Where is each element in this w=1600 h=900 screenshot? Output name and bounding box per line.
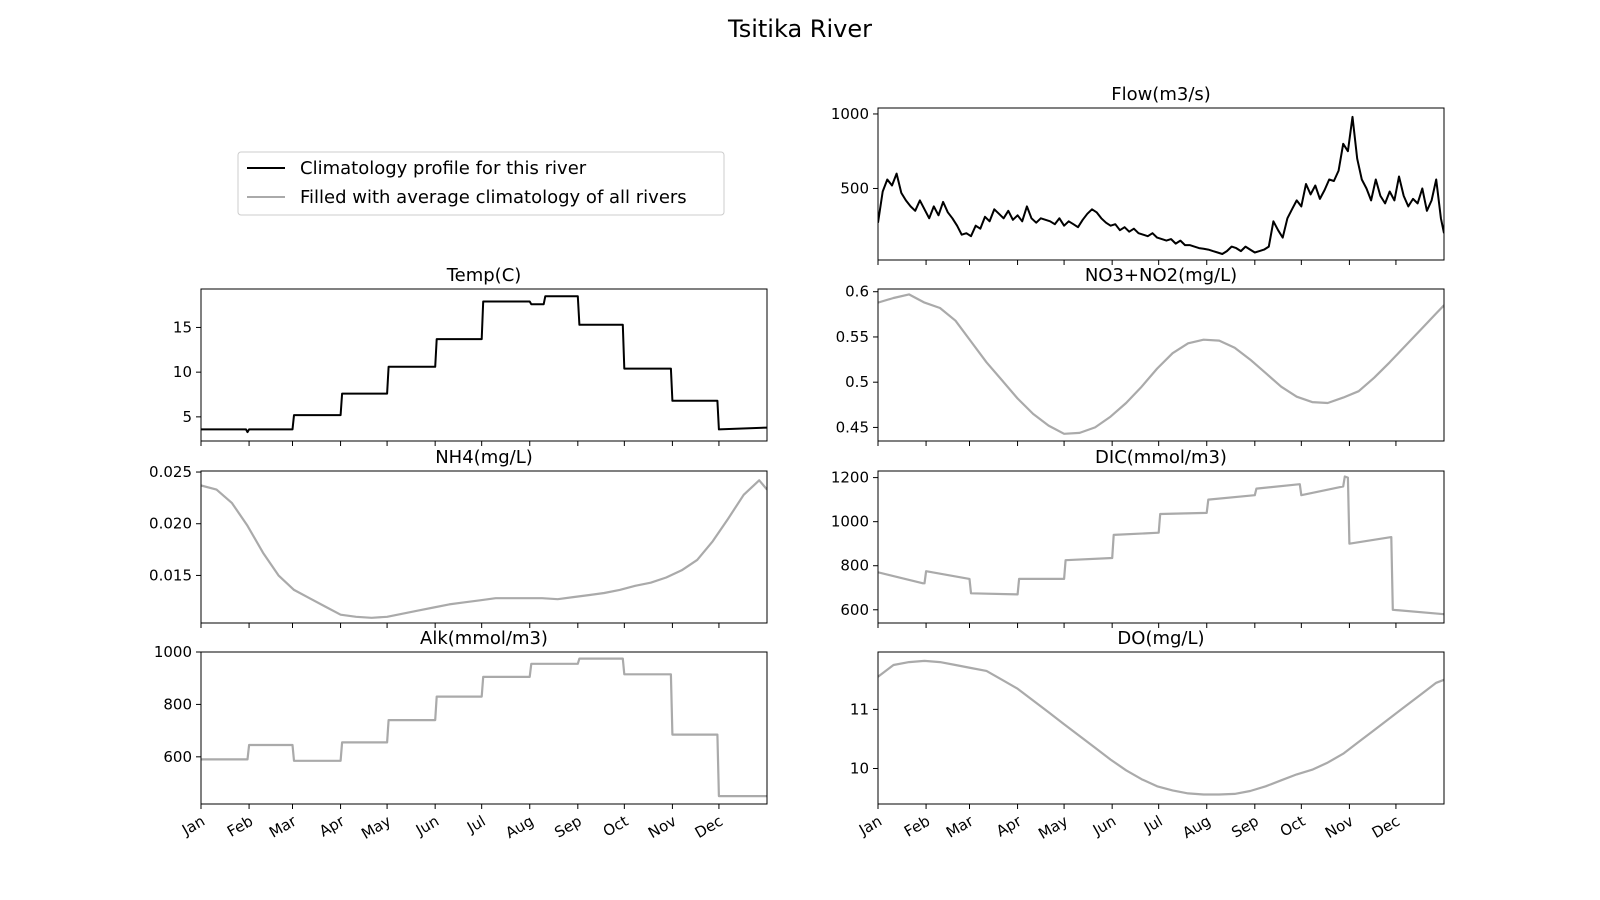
xtick-label-alk-mmol-m3: Jul — [463, 812, 489, 837]
ytick-label-alk-mmol-m3: 800 — [163, 695, 192, 713]
panel-title-flow-m3-s: Flow(m3/s) — [1111, 84, 1211, 105]
ytick-label-temp-c: 15 — [173, 318, 192, 336]
xtick-label-alk-mmol-m3: Oct — [600, 812, 632, 841]
xtick-label-do-mg-l: Jul — [1140, 812, 1166, 837]
xtick-label-do-mg-l: Apr — [993, 811, 1025, 840]
xtick-label-alk-mmol-m3: Sep — [551, 812, 584, 842]
legend: Climatology profile for this river Fille… — [237, 151, 725, 216]
ytick-label-no3-no2-mg-l: 0.45 — [836, 418, 869, 436]
axes-frame-dic-mmol-m3 — [877, 470, 1445, 624]
legend-frame — [237, 151, 725, 216]
series-line-nh4-mg-l-average — [201, 479, 767, 619]
series-line-do-mg-l-average — [878, 659, 1444, 796]
panel-dic-mmol-m3: DIC(mmol/m3) 600 800 1000 1200 — [831, 447, 1445, 628]
panel-title-temp-c: Temp(C) — [446, 265, 522, 286]
xtick-label-alk-mmol-m3: Nov — [645, 812, 679, 842]
xtick-label-alk-mmol-m3: May — [358, 812, 394, 843]
xtick-label-alk-mmol-m3: Feb — [224, 812, 256, 841]
panel-title-nh4-mg-l: NH4(mg/L) — [435, 447, 533, 468]
axes-frame-temp-c — [200, 288, 768, 442]
panel-title-dic-mmol-m3: DIC(mmol/m3) — [1095, 447, 1227, 468]
ytick-label-dic-mmol-m3: 600 — [840, 601, 869, 619]
axes-frame-alk-mmol-m3 — [200, 651, 768, 805]
panel-no3-no2-mg-l: NO3+NO2(mg/L) 0.45 0.5 0.55 0.6 — [836, 265, 1445, 446]
panel-title-alk-mmol-m3: Alk(mmol/m3) — [420, 628, 548, 649]
ytick-label-nh4-mg-l: 0.020 — [149, 515, 192, 533]
axes-frame-no3-no2-mg-l — [877, 288, 1445, 442]
xtick-label-do-mg-l: Feb — [901, 812, 933, 841]
legend-label-average: Filled with average climatology of all r… — [300, 187, 687, 208]
series-line-temp-c-river — [201, 295, 767, 434]
panel-nh4-mg-l: NH4(mg/L) 0.015 0.020 0.025 — [149, 447, 768, 628]
panel-temp-c: Temp(C) 5 10 15 — [173, 265, 768, 446]
xtick-label-alk-mmol-m3: Apr — [316, 811, 348, 840]
xtick-label-alk-mmol-m3: Mar — [266, 811, 300, 841]
axes-frame-nh4-mg-l — [200, 470, 768, 624]
xtick-label-do-mg-l: May — [1035, 812, 1071, 843]
ytick-label-no3-no2-mg-l: 0.6 — [845, 283, 869, 301]
xtick-label-do-mg-l: Oct — [1277, 812, 1309, 841]
xtick-label-do-mg-l: Jun — [1089, 812, 1119, 840]
ytick-label-flow-m3-s: 500 — [840, 179, 869, 197]
ytick-label-dic-mmol-m3: 1200 — [831, 469, 869, 487]
series-line-flow-m3-s-river — [878, 115, 1444, 255]
series-line-dic-mmol-m3-average — [878, 475, 1444, 616]
xtick-label-alk-mmol-m3: Aug — [502, 812, 536, 842]
panel-alk-mmol-m3: Alk(mmol/m3) 600 800 1000 Jan Feb Mar Apr May Jun… — [154, 628, 768, 843]
ytick-label-temp-c: 10 — [173, 363, 192, 381]
ytick-label-nh4-mg-l: 0.025 — [149, 463, 192, 481]
ytick-label-do-mg-l: 11 — [850, 700, 869, 718]
legend-label-river: Climatology profile for this river — [300, 158, 587, 179]
panel-title-do-mg-l: DO(mg/L) — [1117, 628, 1204, 649]
xtick-label-do-mg-l: Dec — [1369, 812, 1403, 842]
xtick-label-alk-mmol-m3: Jan — [178, 812, 208, 840]
xtick-label-do-mg-l: Mar — [943, 811, 977, 841]
ytick-label-alk-mmol-m3: 1000 — [154, 643, 192, 661]
ytick-label-no3-no2-mg-l: 0.5 — [845, 373, 869, 391]
xtick-label-do-mg-l: Jan — [855, 812, 885, 840]
panel-flow-m3-s: Flow(m3/s) 500 1000 — [831, 84, 1445, 265]
panel-do-mg-l: DO(mg/L) 10 11 Jan Feb Mar Apr May Jun Jul Aug Sep O… — [850, 628, 1445, 843]
xtick-label-alk-mmol-m3: Jun — [412, 812, 442, 840]
axes-frame-do-mg-l — [877, 651, 1445, 805]
panel-title-no3-no2-mg-l: NO3+NO2(mg/L) — [1085, 265, 1237, 286]
ytick-label-do-mg-l: 10 — [850, 760, 869, 778]
ytick-label-temp-c: 5 — [182, 408, 192, 426]
xtick-label-alk-mmol-m3: Dec — [692, 812, 726, 842]
ytick-label-dic-mmol-m3: 800 — [840, 557, 869, 575]
axes-frame-flow-m3-s — [877, 107, 1445, 261]
ytick-label-alk-mmol-m3: 600 — [163, 748, 192, 766]
ytick-label-nh4-mg-l: 0.015 — [149, 566, 192, 584]
series-line-no3-no2-mg-l-average — [878, 293, 1444, 435]
ytick-label-flow-m3-s: 1000 — [831, 105, 869, 123]
xtick-label-do-mg-l: Nov — [1322, 812, 1356, 842]
xtick-label-do-mg-l: Sep — [1228, 812, 1261, 842]
ytick-label-dic-mmol-m3: 1000 — [831, 513, 869, 531]
xtick-label-do-mg-l: Aug — [1179, 812, 1213, 842]
series-line-alk-mmol-m3-average — [201, 657, 767, 798]
ytick-label-no3-no2-mg-l: 0.55 — [836, 328, 869, 346]
figure-title: Tsitika River — [727, 15, 872, 43]
